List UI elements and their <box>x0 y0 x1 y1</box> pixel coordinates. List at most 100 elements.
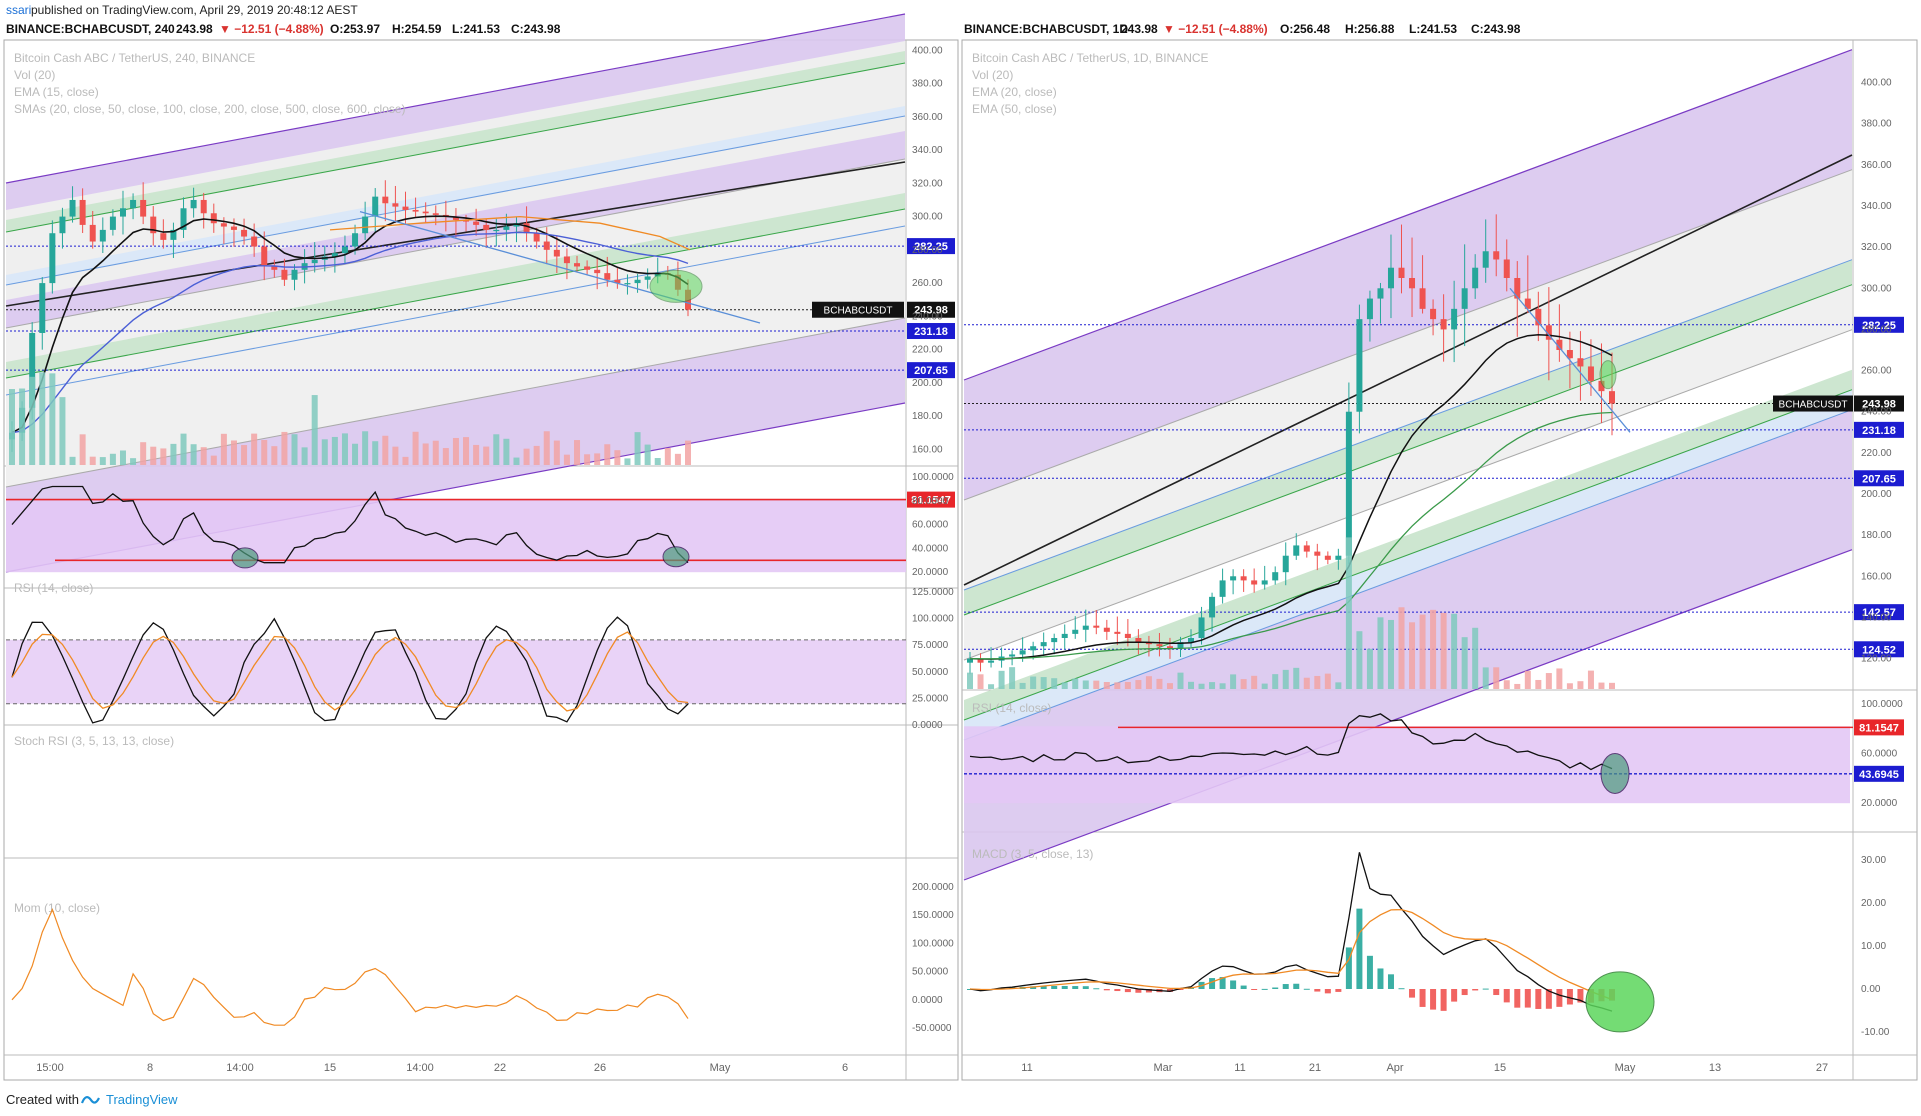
left-blue-line-2 <box>5 225 906 396</box>
right-volume-bar <box>1440 612 1447 689</box>
left-candle-body <box>362 216 369 234</box>
right-candle-body <box>1409 278 1416 289</box>
right-volume-bar <box>1219 683 1226 689</box>
right-candle <box>1282 542 1289 586</box>
right-volume-bar <box>1240 679 1247 689</box>
right-candle-body <box>1030 646 1037 651</box>
right-candle-body <box>1451 308 1458 330</box>
left-volume-bar <box>473 444 480 465</box>
left-stoch-d-line <box>11 631 689 712</box>
right-time-tick: Mar <box>1154 1062 1173 1074</box>
left-level-label-bg <box>907 362 955 379</box>
right-level-label: 124.52 <box>1862 644 1896 656</box>
left-candle <box>210 203 217 233</box>
right-volume-bar <box>1609 682 1615 689</box>
left-last-price: 243.98 <box>176 22 213 36</box>
right-candle <box>1493 214 1500 277</box>
right-candle <box>1209 592 1216 632</box>
right-candle <box>1251 568 1258 593</box>
left-candle <box>382 180 389 222</box>
author-name[interactable]: ssari <box>6 3 31 17</box>
left-legend-item: Vol (20) <box>14 68 55 82</box>
left-candle-body <box>523 223 530 234</box>
right-macd-hist-bar <box>1251 989 1258 990</box>
footer-brand[interactable]: TradingView <box>106 1092 178 1107</box>
right-rsi-tick: 100.0000 <box>1861 699 1903 710</box>
right-time-tick: Apr <box>1386 1062 1403 1074</box>
right-candle-body <box>1198 617 1205 638</box>
left-volume-bar <box>553 440 560 465</box>
left-candle <box>251 223 258 257</box>
right-legend-item: Vol (20) <box>972 68 1013 82</box>
right-macd-hist-bar <box>1503 989 1510 1003</box>
right-candle-body <box>967 658 973 663</box>
right-green-line-1 <box>963 284 1853 616</box>
right-macd-hist-bar <box>1356 908 1363 989</box>
left-downtrend-line <box>359 210 761 324</box>
left-mom-tick: 150.0000 <box>912 910 954 921</box>
right-price-tick: 340.00 <box>1861 201 1892 212</box>
left-candle <box>241 218 248 245</box>
right-macd-hist-bar <box>1072 986 1079 989</box>
left-candle-body <box>432 213 439 215</box>
right-macd-hist-bar <box>1377 968 1384 989</box>
right-time-tick: 13 <box>1709 1062 1721 1074</box>
right-rsi-title: RSI (14, close) <box>972 701 1051 715</box>
left-candle <box>614 268 621 289</box>
left-candle-body <box>402 206 409 210</box>
right-candle-body <box>1251 580 1258 585</box>
right-volume-bar <box>1261 683 1268 689</box>
left-volume-bar <box>271 446 278 465</box>
left-stoch-tick: 100.0000 <box>912 614 954 625</box>
left-volume-bar <box>39 372 46 465</box>
right-level-label: 231.18 <box>1862 425 1896 437</box>
left-volume-bar <box>140 442 147 465</box>
left-volume-bar <box>220 433 227 465</box>
right-macd-hist-bar <box>1482 988 1489 990</box>
right-candle <box>1293 533 1300 560</box>
right-candle-body <box>1440 319 1447 330</box>
right-candle <box>1198 606 1205 645</box>
left-candle <box>291 264 298 291</box>
right-candle <box>1440 294 1447 362</box>
left-candle <box>372 188 379 232</box>
left-candle-body <box>170 229 177 240</box>
right-candle <box>1188 629 1195 648</box>
left-candle-body <box>99 229 106 242</box>
left-candle <box>574 255 581 272</box>
right-volume-bar <box>1156 678 1163 689</box>
left-symbol-label: BCHABCUSDT <box>824 306 893 317</box>
right-macd-line <box>969 852 1613 1012</box>
left-volume-bar <box>301 447 308 465</box>
right-macd-highlight <box>1585 971 1655 1033</box>
left-candle <box>362 201 369 240</box>
right-blue-band <box>964 389 1852 740</box>
right-candle-body <box>1387 267 1394 289</box>
left-candle <box>452 208 459 238</box>
right-level-label-bg <box>1854 641 1904 658</box>
left-candle <box>271 259 278 278</box>
left-volume-bar <box>362 431 369 465</box>
right-candle <box>988 647 995 668</box>
left-candle-body <box>412 209 419 212</box>
right-macd-hist-bar <box>1145 989 1152 993</box>
left-candle-body <box>331 253 338 257</box>
right-candle-body <box>1293 545 1300 556</box>
right-volume-bar <box>1303 677 1310 689</box>
left-sma-blue-line <box>11 231 689 434</box>
right-volume-bar <box>1103 682 1110 689</box>
right-candle <box>1040 632 1047 656</box>
left-rsi-title: RSI (14, close) <box>14 581 93 595</box>
right-change: ▼ −12.51 (−4.88%) <box>1163 22 1268 36</box>
right-candle-body <box>1272 572 1279 581</box>
right-volume-bar <box>1230 674 1237 689</box>
right-candle-body <box>1577 358 1584 367</box>
right-price-tick: 320.00 <box>1861 242 1892 253</box>
left-price-tick: 240.00 <box>912 311 943 322</box>
left-candle-body <box>382 196 389 204</box>
left-candle-body <box>59 216 66 234</box>
left-stoch-tick: 50.0000 <box>912 667 949 678</box>
right-rsi-label: 81.1547 <box>1859 722 1899 734</box>
right-candle <box>1366 290 1373 342</box>
